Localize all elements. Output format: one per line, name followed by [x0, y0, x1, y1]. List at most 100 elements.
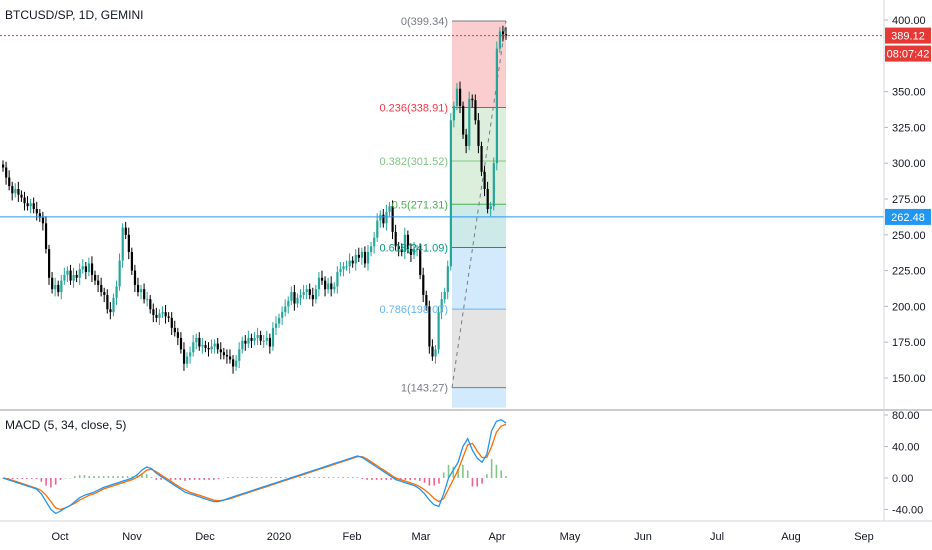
candle-body	[38, 213, 42, 218]
macd-axis-tick: 40.00	[892, 442, 920, 454]
candle-body	[23, 197, 26, 204]
candle-body	[336, 272, 339, 287]
macd-histogram-bar	[332, 477, 335, 478]
time-axis-tick: Jul	[710, 531, 724, 543]
candle-body	[66, 270, 69, 275]
candle-body	[305, 289, 308, 293]
macd-histogram-bar	[299, 477, 301, 478]
macd-histogram-bar	[179, 478, 182, 480]
macd-histogram-bar	[471, 478, 474, 487]
macd-pane[interactable]: 80.00 40.00 0.00 -40.00	[2, 410, 923, 517]
macd-histogram-bar	[246, 477, 249, 478]
macd-histogram-bar	[74, 476, 76, 478]
macd-histogram-bar	[260, 477, 263, 478]
candle-body	[489, 206, 492, 210]
candle-body	[449, 120, 452, 267]
fib-labels: 0(399.34) 0.236(338.91) 0.382(301.52) 0.5(2…	[380, 16, 449, 395]
macd-histogram-bar	[141, 473, 143, 478]
macd-histogram-bar	[265, 477, 268, 478]
macd-histogram-bar	[280, 477, 282, 478]
candle-body	[17, 188, 20, 195]
candle-body	[446, 266, 449, 293]
candle-body	[339, 269, 342, 273]
candle-body	[299, 294, 302, 298]
macd-histogram-bar	[380, 478, 383, 480]
candle-body	[284, 306, 287, 313]
macd-histogram-bar	[414, 478, 416, 480]
macd-histogram-bar	[40, 478, 43, 482]
macd-histogram-bar	[500, 470, 503, 478]
candle-body	[265, 337, 268, 341]
macd-histogram-bar	[256, 477, 258, 478]
candle-body	[366, 251, 370, 264]
candle-body	[333, 286, 336, 290]
macd-histogram-bar	[217, 478, 220, 479]
macd-histogram-bar	[351, 477, 354, 478]
candle-body	[127, 234, 130, 252]
candle-body	[379, 214, 382, 221]
candle-body	[232, 359, 235, 367]
candle-body	[5, 167, 8, 178]
macd-histogram-bar	[327, 477, 330, 478]
candle-body	[373, 237, 376, 247]
candle-body	[81, 266, 84, 270]
candle-body	[293, 292, 296, 304]
fib-retracement-zones[interactable]	[451, 20, 507, 408]
candle-body	[394, 231, 397, 247]
macd-histogram-bar	[126, 476, 129, 478]
macd-histogram-bar	[93, 476, 95, 478]
candle-body	[477, 120, 480, 147]
candle-body	[210, 346, 213, 350]
candle-body	[106, 294, 109, 310]
macd-histogram-bar	[442, 472, 445, 478]
candle-body	[41, 217, 45, 224]
price-badges: 389.12 08:07:42 262.48	[885, 27, 931, 225]
candle-body	[130, 251, 134, 271]
candle-body	[278, 317, 281, 324]
macd-histogram-bar	[251, 477, 253, 478]
candle-body	[440, 299, 443, 313]
macd-histogram-bar	[189, 478, 191, 480]
price-axis[interactable]: 400.00375.00350.00325.00300.00275.00250.…	[884, 15, 926, 385]
macd-histogram-bar	[342, 477, 344, 478]
candle-body	[238, 349, 241, 361]
candle-body	[480, 146, 483, 172]
macd-histogram-bar	[486, 474, 488, 478]
fib-zone	[452, 247, 506, 310]
time-axis[interactable]: Oct Nov Dec 2020 Feb Mar Apr May Jun Jul Aug Sep	[51, 531, 873, 543]
macd-histogram-bar	[102, 476, 105, 478]
candle-body	[87, 263, 91, 273]
candle-body	[244, 340, 247, 344]
candle-body	[54, 284, 57, 290]
macd-histogram-bar	[16, 478, 19, 479]
fib-level-label: 1(143.27)	[401, 383, 448, 395]
candle-body	[382, 214, 385, 224]
time-axis-tick: Nov	[122, 531, 142, 543]
candle-body	[253, 337, 256, 341]
price-axis-tick: 325.00	[892, 122, 926, 134]
candle-body	[179, 337, 183, 350]
candle-body	[75, 274, 78, 278]
candle-body	[409, 249, 413, 255]
price-axis-tick: 225.00	[892, 266, 926, 278]
macd-indicator-label[interactable]: MACD (5, 34, close, 5)	[5, 418, 127, 432]
candle-body	[195, 337, 198, 343]
macd-histogram-bar	[361, 478, 364, 479]
candle-body	[262, 340, 265, 342]
candle-body	[259, 335, 262, 341]
fib-level-label: 0.382(301.52)	[380, 156, 449, 168]
candle-body	[274, 323, 278, 328]
price-axis-tick: 350.00	[892, 87, 926, 99]
macd-histogram-bar	[323, 477, 325, 478]
macd-axis-tick: 80.00	[892, 410, 920, 422]
candle-body	[35, 209, 38, 214]
time-axis-tick: Apr	[488, 531, 505, 543]
candle-body	[412, 249, 416, 255]
candle-body	[173, 327, 176, 333]
candle-body	[281, 312, 284, 318]
candle-body	[152, 309, 155, 315]
candle-body	[428, 306, 431, 347]
macd-histogram-bar	[447, 464, 450, 478]
candle-body	[400, 249, 403, 252]
